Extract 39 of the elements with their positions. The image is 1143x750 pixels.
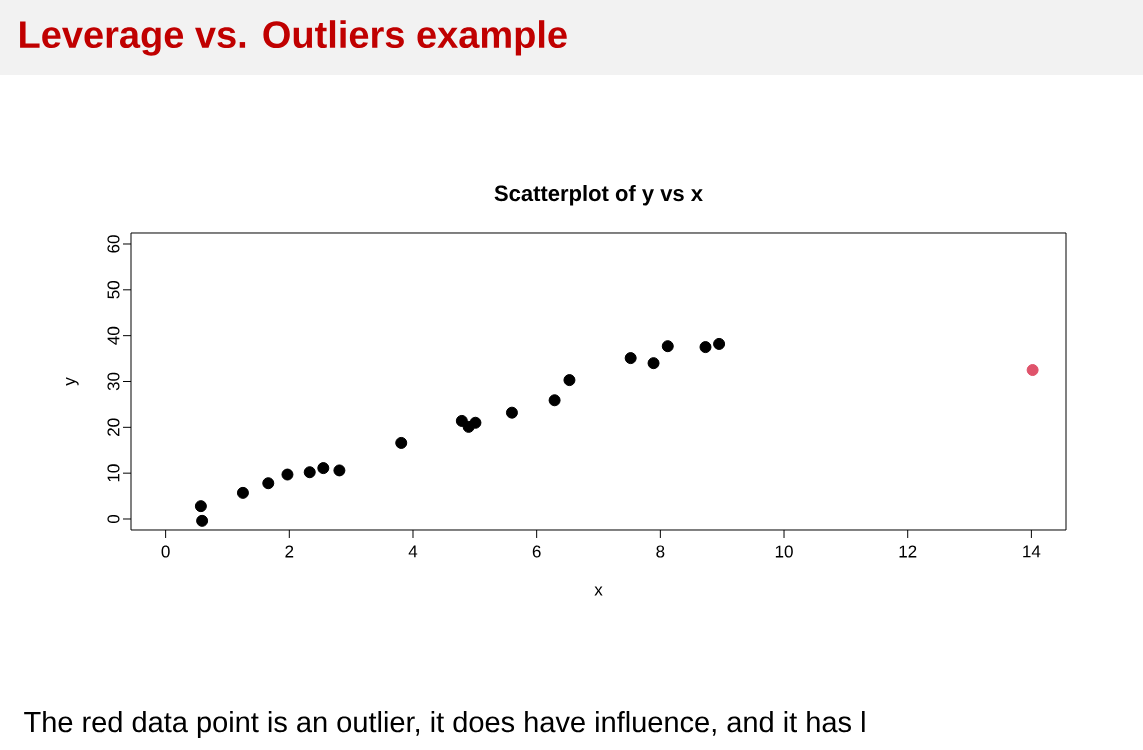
x-tick-label: 12 <box>899 545 917 558</box>
x-tick-label: 0 <box>161 545 170 558</box>
point <box>624 352 637 365</box>
point <box>661 340 674 353</box>
point <box>505 406 518 419</box>
text: The red data point is an outlier, it does have influence, and it has l <box>24 710 865 739</box>
y-tick-label: 50 <box>107 281 120 299</box>
chart-subtitle: Scatterplot of y vs x <box>494 184 703 206</box>
point <box>699 341 712 354</box>
x-tick-label: 8 <box>656 545 665 558</box>
y-tick-label: 10 <box>107 464 120 482</box>
point <box>194 500 207 513</box>
point <box>395 436 408 449</box>
point <box>563 374 576 387</box>
point <box>262 477 275 490</box>
x-axis-title: x <box>594 586 603 596</box>
x-tick-label: 6 <box>532 545 541 558</box>
y-tick-label: 60 <box>107 235 120 253</box>
y-tick-label: 20 <box>107 418 120 436</box>
point <box>713 337 726 350</box>
point <box>333 464 346 477</box>
point <box>236 486 249 499</box>
x-tick-label: 2 <box>285 545 294 558</box>
y-tick-label: 40 <box>107 326 120 345</box>
point <box>281 468 294 481</box>
point <box>303 466 316 479</box>
x-tick-label: 14 <box>1023 545 1041 558</box>
point <box>548 394 561 407</box>
point <box>647 357 660 370</box>
x-tick-label: 10 <box>775 545 793 558</box>
point <box>317 462 330 475</box>
x-tick-label: 4 <box>408 545 418 558</box>
chart-title: Leverage vs. Outliers example <box>20 20 567 56</box>
point <box>196 514 209 527</box>
point <box>1026 364 1039 377</box>
y-axis-title: y <box>66 377 79 386</box>
y-tick-label: 0 <box>107 514 120 524</box>
point <box>469 416 482 429</box>
y-tick-label: 30 <box>107 372 120 391</box>
